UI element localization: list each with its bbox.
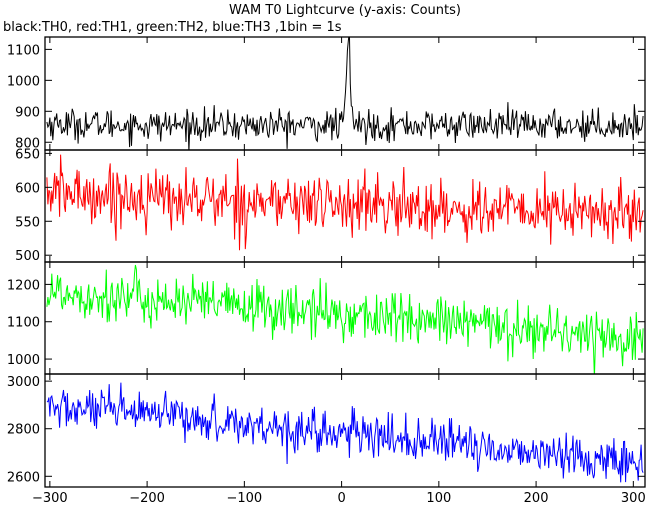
- y-tick-label: 500: [15, 249, 40, 264]
- x-tick-label: 300: [621, 491, 646, 505]
- x-tick-label: 200: [524, 491, 549, 505]
- x-tick-label: 0: [337, 491, 345, 505]
- series-line-th3: [46, 382, 644, 483]
- chart-title: WAM T0 Lightcurve (y-axis: Counts): [229, 3, 461, 18]
- panel-th3: 2600 2800 3000: [7, 373, 646, 488]
- y-tick-label: 2600: [7, 470, 40, 485]
- chart-subtitle: black:TH0, red:TH1, green:TH2, blue:TH3 …: [3, 20, 342, 35]
- y-tick-label: 900: [15, 105, 40, 120]
- y-tick-label: 1200: [7, 278, 40, 293]
- y-tick-label: 650: [15, 147, 40, 162]
- panel-frame: [44, 373, 646, 488]
- y-tick-label: 800: [15, 136, 40, 151]
- series-line-th0: [46, 37, 644, 150]
- y-tick-label: 1100: [7, 316, 40, 331]
- y-tick-label: 550: [15, 215, 40, 230]
- x-tick-label: −300: [32, 491, 68, 505]
- y-tick-label: 1000: [7, 74, 40, 89]
- y-tick-label: 600: [15, 181, 40, 196]
- panel-th0: 800 900 1000 1100: [7, 36, 646, 151]
- x-tick-label: −200: [129, 491, 165, 505]
- series-line-th2: [46, 264, 644, 374]
- x-tick-label: −100: [226, 491, 262, 505]
- y-tick-label: 2800: [7, 423, 40, 438]
- y-tick-label: 1000: [7, 353, 40, 368]
- x-axis: −300 −200 −100 0 100 200 300: [32, 491, 646, 505]
- panel-th1: 500 550 600 650: [15, 147, 646, 264]
- x-tick-label: 100: [426, 491, 451, 505]
- panel-th2: 1000 1100 1200: [7, 261, 646, 375]
- panels-group: 800 900 1000 1100 500 550 600 650 1000 1100 1200 26…: [7, 36, 646, 488]
- panel-frame: [44, 261, 646, 375]
- y-tick-label: 1100: [7, 43, 40, 58]
- y-tick-label: 3000: [7, 375, 40, 390]
- series-line-th1: [46, 154, 644, 251]
